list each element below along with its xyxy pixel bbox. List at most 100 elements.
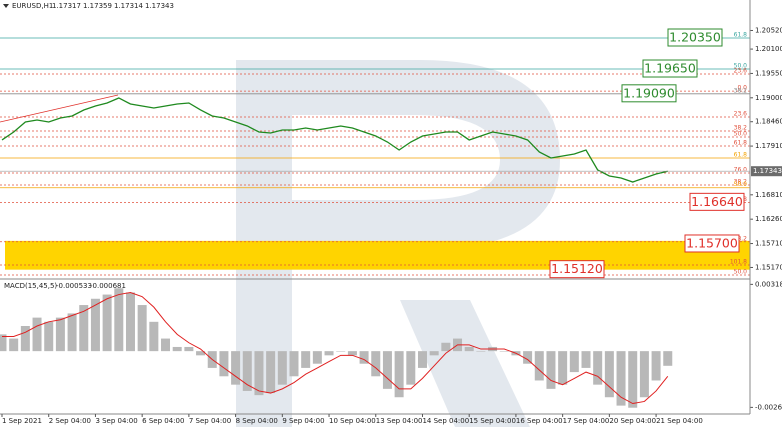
- menu-arrow: [3, 4, 9, 8]
- level-label: 1.15120: [551, 261, 603, 276]
- x-tick-label: 16 Sep 04:00: [516, 417, 563, 425]
- level-box: [549, 260, 605, 279]
- macd-bar: [324, 351, 334, 356]
- macd-bar: [476, 351, 486, 352]
- level-box: [667, 28, 723, 47]
- macd-bar: [604, 351, 614, 398]
- watermark-leg: [400, 300, 530, 427]
- x-tick-label: 7 Sep 04:00: [189, 417, 231, 425]
- last-price-label: 1.17343: [753, 167, 782, 175]
- macd-bar: [102, 294, 112, 352]
- macd-bar: [137, 305, 147, 352]
- macd-bar: [429, 351, 439, 356]
- macd-bar: [523, 351, 533, 364]
- macd-bar: [9, 338, 19, 352]
- ohlc-reading: 1.17314: [114, 2, 143, 10]
- y-tick-label: 1.16810: [755, 191, 782, 199]
- macd-bar: [231, 351, 241, 385]
- macd-reading: -0.000533: [56, 282, 92, 290]
- y-tick-label: 1.15710: [755, 240, 782, 248]
- level-label: 1.16640: [691, 194, 743, 209]
- fib-label: 61.8: [734, 32, 748, 39]
- x-tick-label: 8 Sep 04:00: [236, 417, 278, 425]
- macd-bar: [20, 326, 30, 352]
- macd-bar: [90, 298, 100, 352]
- macd-bar: [219, 351, 229, 377]
- fib-label: 50.0: [734, 131, 748, 138]
- fib-label: 76.0: [734, 166, 748, 173]
- level-box: [621, 84, 677, 103]
- macd-bar: [254, 351, 264, 396]
- macd-title: MACD(15,45,5): [4, 282, 57, 290]
- level-label: 1.19650: [644, 61, 696, 76]
- y-tick-label: 1.15170: [755, 263, 782, 271]
- macd-bar: [534, 351, 544, 381]
- macd-bar: [347, 351, 357, 356]
- macd-bar: [371, 351, 381, 377]
- x-tick-label: 20 Sep 04:00: [609, 417, 656, 425]
- x-tick-label: 2 Sep 04:00: [49, 417, 91, 425]
- ohlc-reading: 1.17359: [83, 2, 112, 10]
- macd-bar: [149, 321, 159, 352]
- macd-bar: [172, 346, 182, 352]
- x-tick-label: 10 Sep 04:00: [329, 417, 376, 425]
- macd-bar: [546, 351, 556, 389]
- macd-bar: [0, 334, 7, 352]
- macd-bar: [289, 351, 299, 377]
- ohlc-reading: 1.17343: [145, 2, 174, 10]
- macd-bar: [55, 317, 65, 352]
- x-tick-label: 17 Sep 04:00: [563, 417, 610, 425]
- macd-bar: [616, 351, 626, 406]
- macd-bar: [336, 351, 346, 352]
- fib-label: 38.2: [734, 87, 748, 94]
- macd-bar: [558, 351, 568, 385]
- macd-bar: [663, 351, 673, 366]
- macd-bar: [44, 321, 54, 352]
- x-tick-label: 6 Sep 04:00: [142, 417, 184, 425]
- macd-bar: [277, 351, 287, 385]
- fib-label: 23.6: [734, 68, 748, 75]
- y-tick-label: 1.19000: [755, 94, 782, 102]
- level-label: 1.19090: [623, 85, 675, 100]
- macd-bar: [359, 351, 369, 364]
- macd-bar: [499, 351, 509, 352]
- y-tick-label: 1.17910: [755, 142, 782, 150]
- last-price-box: [751, 166, 782, 177]
- macd-bar: [464, 346, 474, 352]
- y-tick-label: -0.002684: [755, 403, 782, 411]
- fib-label: 50.0: [734, 63, 748, 70]
- fib-label: 61.8: [734, 152, 748, 159]
- macd-bar: [161, 338, 171, 352]
- macd-bar: [114, 288, 124, 352]
- symbol: EURUSD,H1: [12, 2, 53, 10]
- macd-bar: [312, 351, 322, 364]
- macd-bar: [581, 351, 591, 368]
- y-tick-label: 1.20520: [755, 26, 782, 34]
- macd-bar: [32, 317, 42, 352]
- ohlc-reading: 1.17317: [52, 2, 81, 10]
- macd-bar: [67, 313, 77, 352]
- signal-line: [2, 291, 669, 405]
- price-line: [1, 97, 668, 183]
- x-tick-label: 21 Sep 04:00: [656, 417, 703, 425]
- trend-line: [0, 94, 119, 123]
- macd-bar: [593, 351, 603, 385]
- macd-bar: [242, 351, 252, 391]
- macd-bar: [651, 351, 661, 381]
- fib-label: 23.6: [734, 110, 748, 117]
- macd-bar: [639, 351, 649, 398]
- x-tick-label: 15 Sep 04:00: [469, 417, 516, 425]
- y-tick-label: 0.003187: [755, 280, 782, 288]
- y-tick-label: 1.19550: [755, 69, 782, 77]
- fib-label: 50.0: [734, 181, 748, 188]
- macd-bar: [301, 351, 311, 368]
- price-pane: 61.850.023.60.038.223.638.250.061.861.87…: [0, 26, 782, 279]
- level-box: [684, 234, 740, 253]
- fib-label: 38.2: [734, 178, 748, 185]
- x-tick-label: 3 Sep 04:00: [95, 417, 137, 425]
- macd-bar: [79, 305, 89, 352]
- y-tick-label: 1.18460: [755, 118, 782, 126]
- x-tick-label: 14 Sep 04:00: [422, 417, 469, 425]
- level-box: [642, 59, 698, 78]
- macd-reading: -0.000681: [90, 282, 126, 290]
